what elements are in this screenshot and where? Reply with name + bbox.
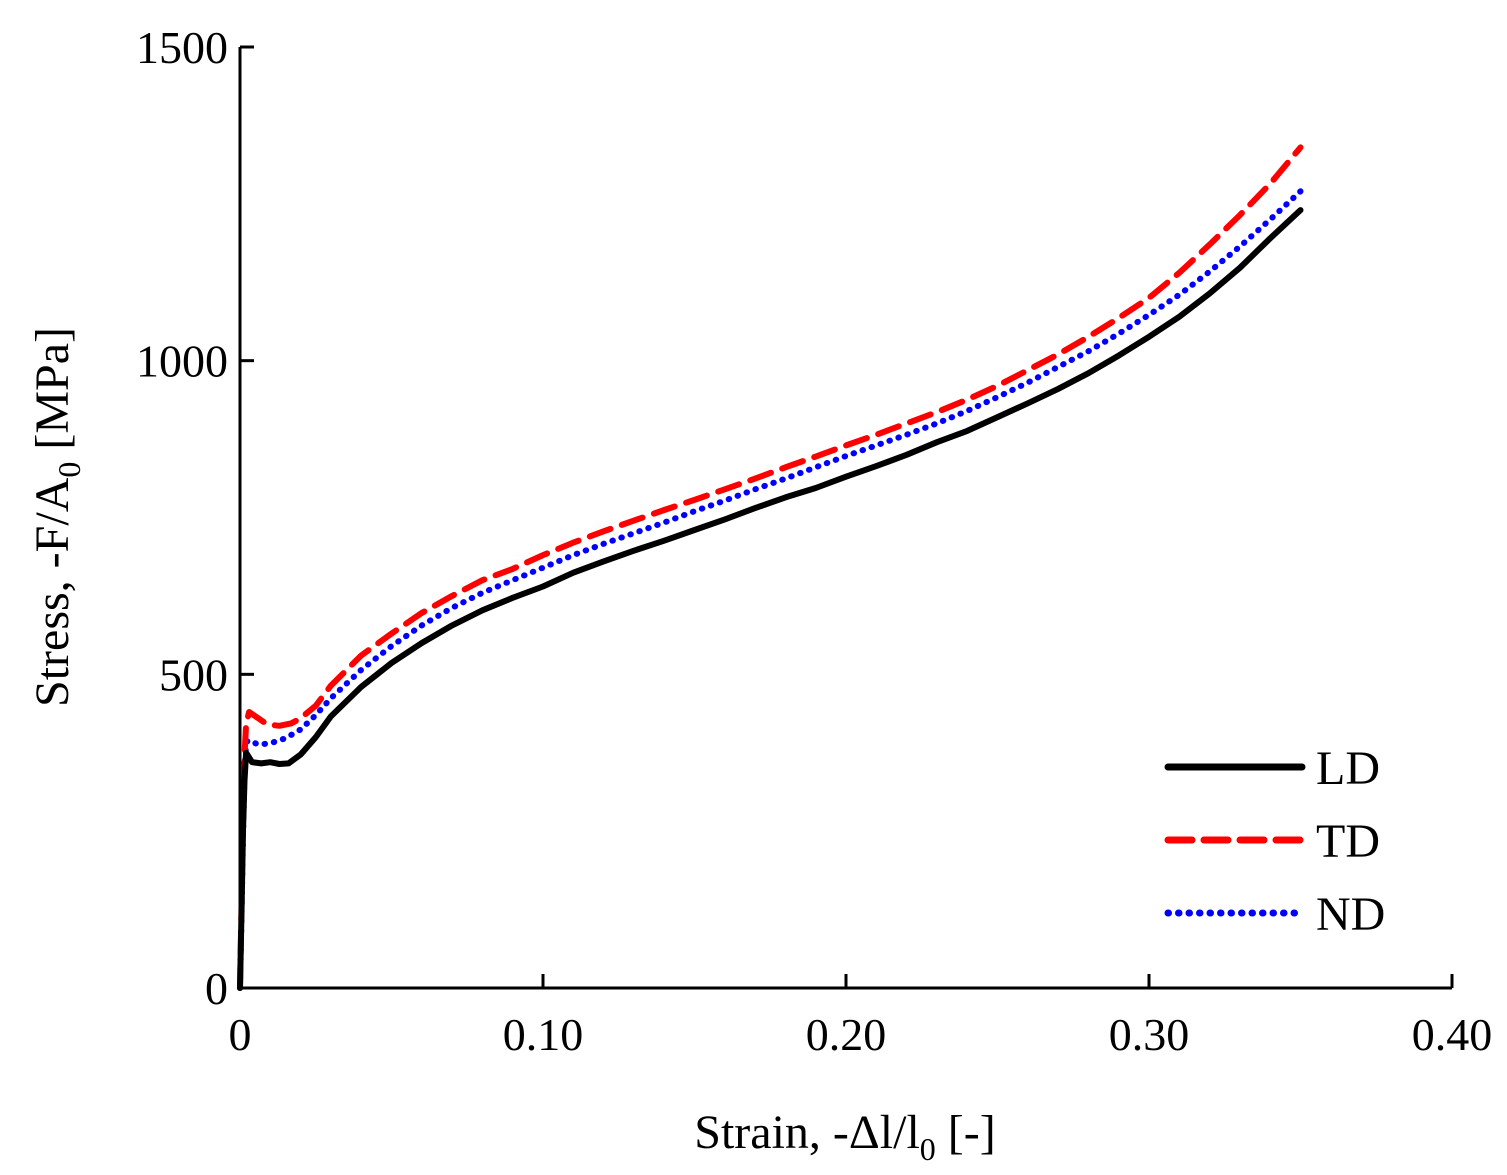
y-axis-label-main: Stress, -F/A [26,477,79,707]
x-tick-label: 0.20 [806,1009,887,1060]
x-tick-label: 0.40 [1412,1009,1493,1060]
legend-label-ld: LD [1316,742,1380,795]
x-axis-label-subscript: 0 [920,1131,936,1167]
x-tick-label: 0.10 [503,1009,584,1060]
legend: LD TD ND [1164,742,1385,941]
y-axis-label-unit: [MPa] [26,327,79,462]
y-tick-label: 1500 [136,22,228,73]
legend-label-td: TD [1316,815,1380,868]
series-line-ld [237,207,1304,991]
x-tick-label: 0.30 [1109,1009,1190,1060]
y-axis-label-subscript: 0 [51,462,87,478]
legend-label-nd: ND [1316,888,1385,941]
y-tick-label: 0 [205,963,228,1014]
series-line-nd [237,188,1304,991]
x-axis-label: Strain, -Δl/l0 [-] [694,1106,995,1167]
series-layer [237,144,1304,991]
tick-layer: 0 0.10 0.20 0.30 0.40 0 500 1000 1500 [136,22,1492,1060]
y-axis-label: Stress, -F/A0 [MPa] [26,327,87,707]
x-tick-label: 0 [229,1009,252,1060]
x-axis-label-unit: [-] [936,1106,996,1159]
series-line-td [237,144,1304,991]
y-tick-label: 1000 [136,336,228,387]
y-tick-label: 500 [159,649,228,700]
x-axis-label-main: Strain, -Δl/l [694,1106,920,1159]
